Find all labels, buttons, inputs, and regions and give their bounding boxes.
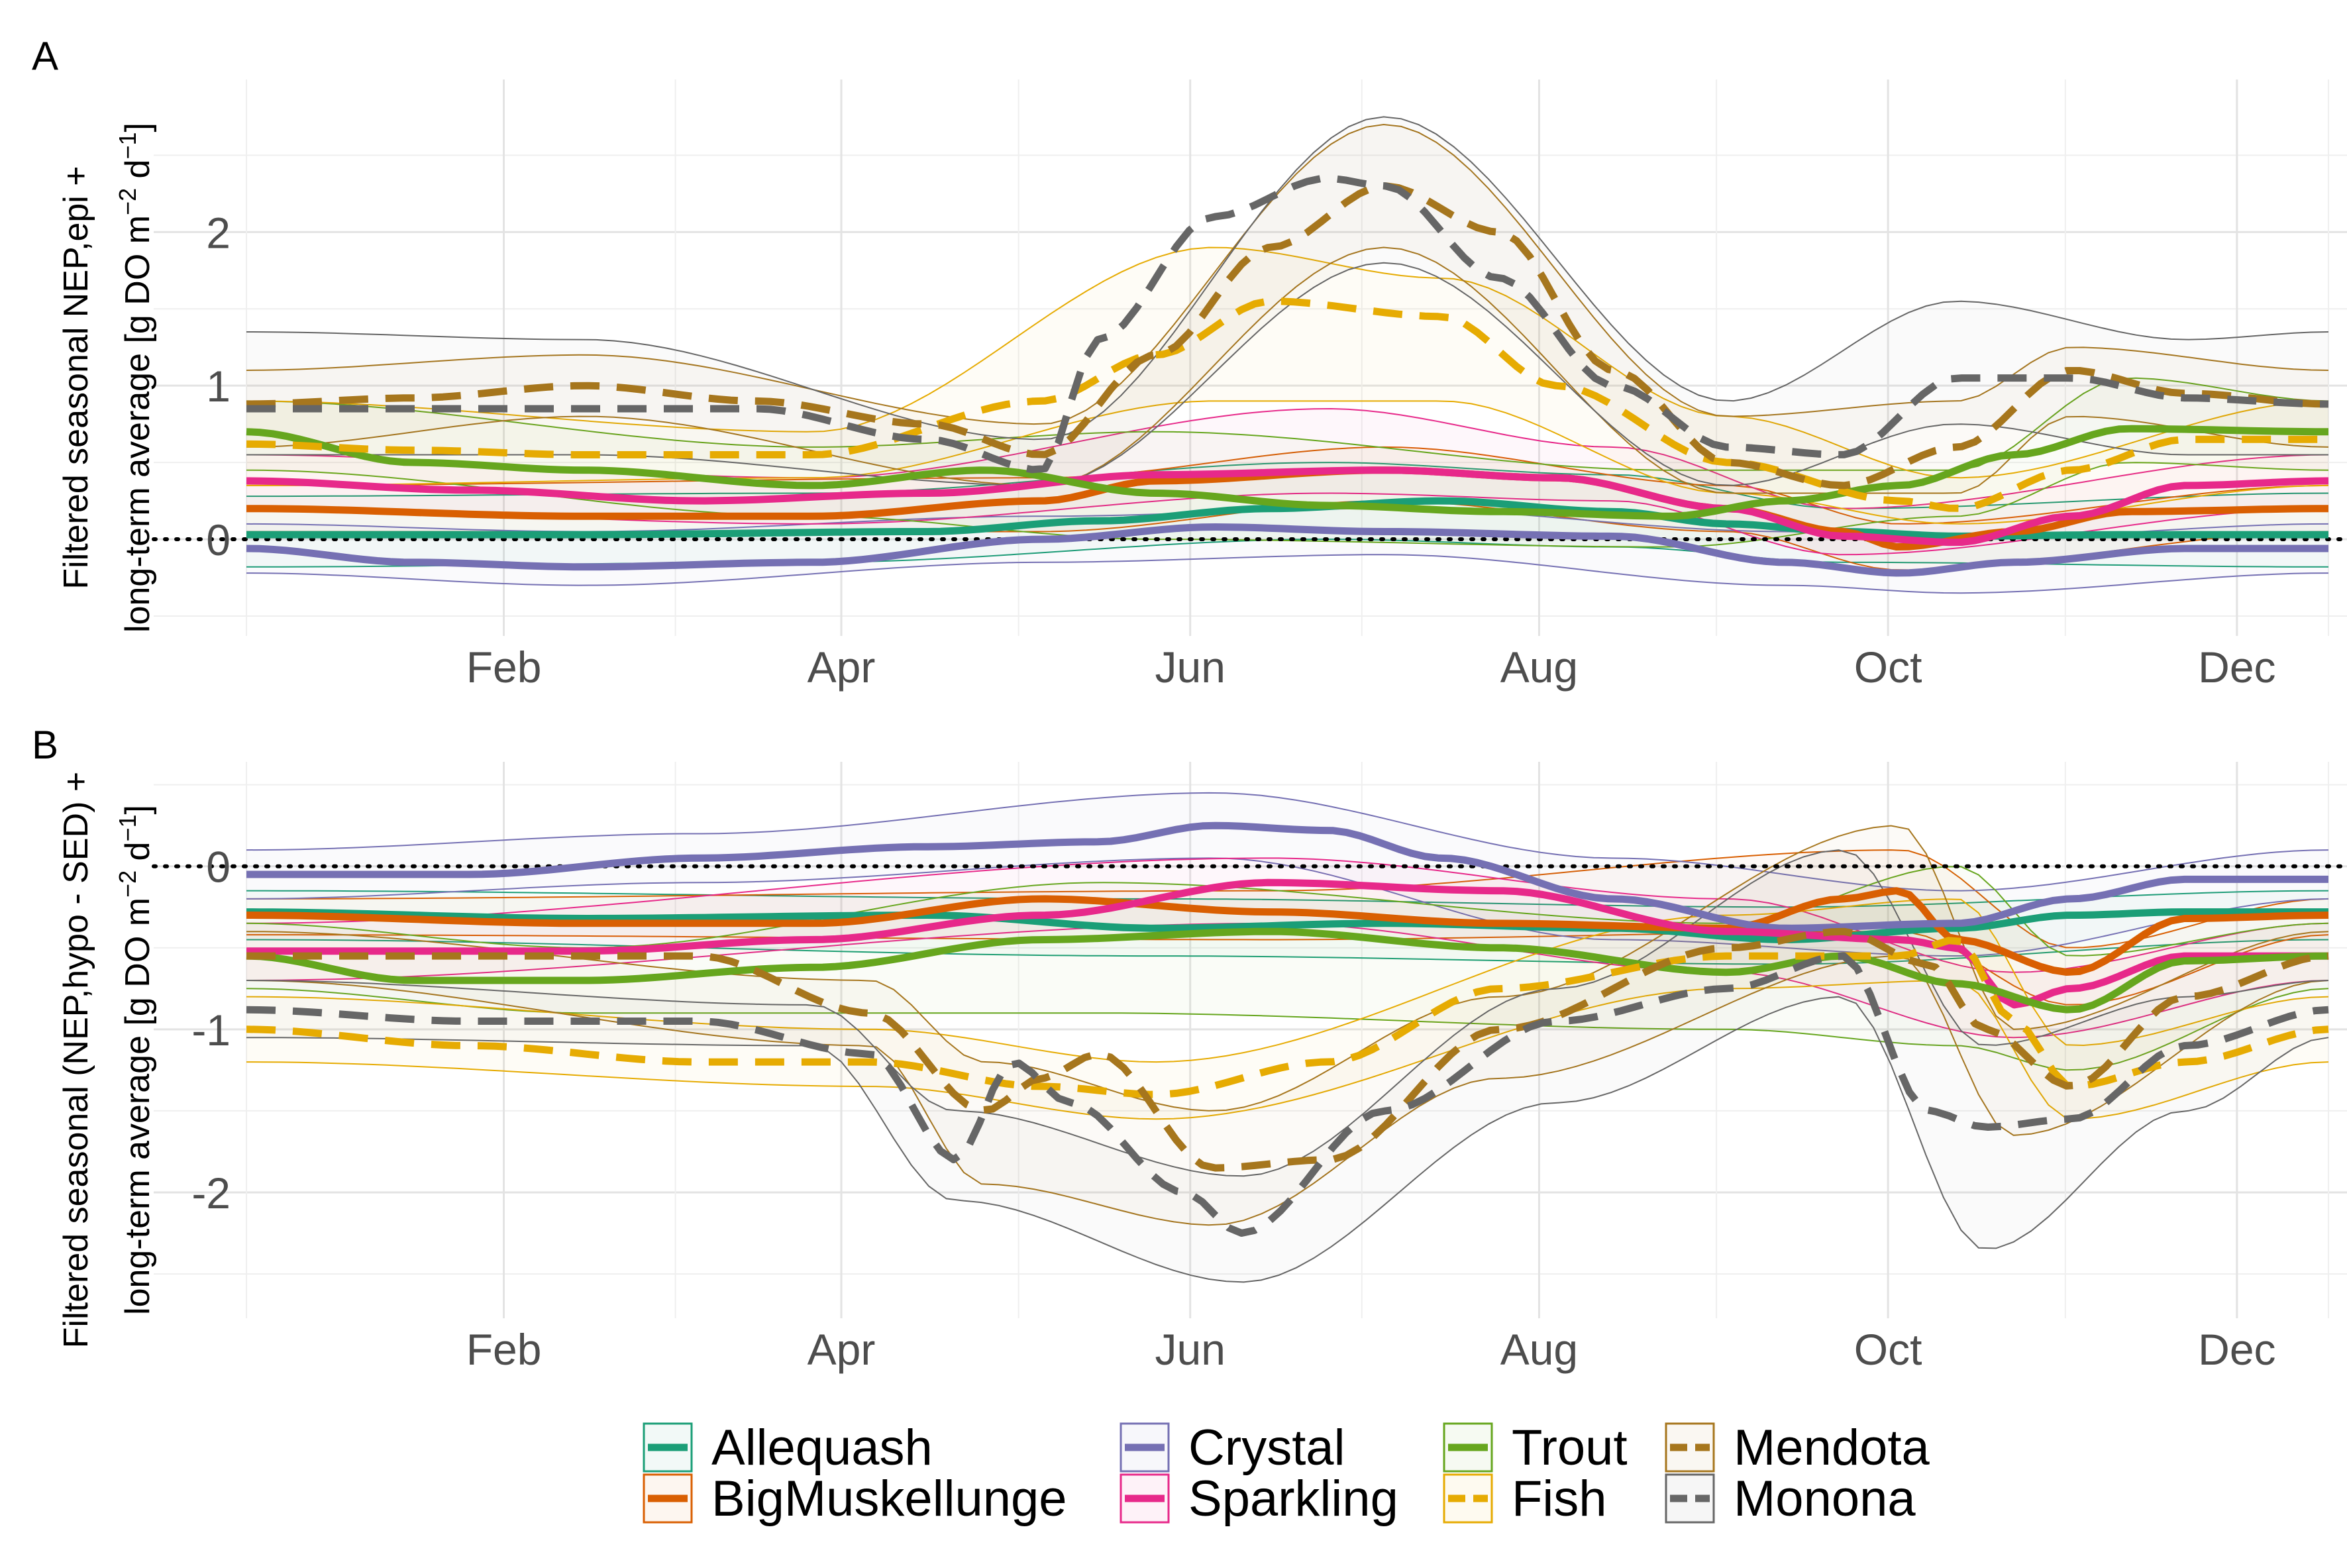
legend-label: Monona — [1734, 1471, 1916, 1527]
x-tick-label: Dec — [2198, 643, 2275, 692]
x-tick-label: Oct — [1854, 1325, 1922, 1374]
series-line-crystal — [246, 821, 2328, 932]
y-tick-label: 2 — [206, 208, 231, 257]
y-axis-title-part: long-term average [g DO m — [119, 898, 157, 1315]
band-lower-fish — [246, 980, 2329, 1120]
x-tick-label: Aug — [1500, 643, 1578, 692]
y-axis-title-exponent: −1 — [114, 814, 141, 841]
x-tick-label: Apr — [808, 643, 876, 692]
panel-label: A — [32, 34, 58, 78]
band-upper-monona — [246, 116, 2329, 441]
band-upper-mendota — [246, 123, 2329, 425]
x-tick-label: Feb — [466, 643, 542, 692]
y-axis-title-exponent: −1 — [114, 132, 141, 159]
series-line-crystal — [246, 523, 2328, 577]
x-tick-labels: Feb Apr Jun Aug Oct Dec — [466, 1325, 2276, 1374]
uncertainty-bands — [246, 792, 2329, 1283]
x-tick-label: Oct — [1854, 643, 1922, 692]
legend-label: Fish — [1512, 1471, 1607, 1527]
band-lower-trout — [246, 462, 2329, 548]
series-line-fish — [246, 297, 2328, 512]
y-axis-title-line2: long-term average [g DO m−2 d−1] — [114, 805, 158, 1315]
panel-label: B — [32, 723, 58, 767]
legend-label: Mendota — [1734, 1420, 1930, 1476]
panel-b: 0 -1 -2 Feb Apr Jun Aug Oct Dec B Filtered seasona… — [32, 723, 2347, 1374]
legend-label: Trout — [1512, 1420, 1628, 1476]
legend-label: BigMuskellunge — [711, 1471, 1067, 1527]
series-lines — [246, 821, 2329, 1237]
series-line-bigmuskellunge — [246, 887, 2329, 976]
band-lower-crystal — [246, 554, 2329, 594]
legend-item-mendota: Mendota — [1665, 1420, 1930, 1476]
x-tick-label: Aug — [1500, 1325, 1578, 1374]
series-line-allequash — [246, 908, 2328, 943]
series-line-fish — [246, 937, 2329, 1098]
legend-label: Allequash — [711, 1420, 933, 1476]
series-line-trout — [246, 425, 2328, 520]
y-tick-label: -1 — [191, 1006, 231, 1055]
y-axis-title-line1: Filtered seasonal (NEP,hypo - SED) + — [57, 772, 95, 1348]
band-lower-monona — [246, 996, 2329, 1283]
series-lines — [246, 175, 2329, 577]
y-axis-title-part: ] — [119, 123, 157, 132]
band-upper-bigmuskellunge — [246, 849, 2329, 949]
legend-item-bigmuskellunge: BigMuskellunge — [643, 1471, 1067, 1527]
legend-label: Crystal — [1188, 1420, 1345, 1476]
band-lower-fish — [246, 400, 2329, 525]
x-tick-label: Jun — [1155, 1325, 1226, 1374]
x-tick-labels: Feb Apr Jun Aug Oct Dec — [466, 643, 2276, 692]
legend-item-allequash: Allequash — [643, 1420, 933, 1476]
band-lower-allequash — [246, 939, 2329, 965]
y-tick-label: 0 — [206, 515, 231, 564]
band-upper-monona — [246, 849, 2329, 1177]
legend-item-fish: Fish — [1443, 1471, 1607, 1527]
band-upper-crystal — [246, 792, 2329, 892]
band-lower-crystal — [246, 857, 2329, 957]
series-line-sparkling — [246, 466, 2329, 547]
y-axis-title-part: ] — [119, 805, 157, 814]
y-axis-title-part: d — [119, 842, 157, 870]
band-lower-mendota — [246, 246, 2329, 494]
x-tick-label: Feb — [466, 1325, 542, 1374]
panel-a: 0 1 2 Feb Apr Jun Aug Oct Dec A Filtered seasonal … — [32, 34, 2347, 692]
band-upper-bigmuskellunge — [246, 446, 2329, 525]
legend-item-trout: Trout — [1443, 1420, 1628, 1476]
series-line-mendota — [246, 927, 2329, 1172]
y-tick-label: 1 — [206, 362, 231, 411]
series-line-trout — [246, 927, 2329, 1014]
y-axis-title-part: d — [119, 160, 157, 188]
y-tick-labels: 0 -1 -2 — [191, 843, 231, 1218]
legend-label: Sparkling — [1188, 1471, 1398, 1527]
x-tick-label: Apr — [808, 1325, 876, 1374]
legend-item-sparkling: Sparkling — [1120, 1471, 1398, 1527]
x-tick-label: Dec — [2198, 1325, 2275, 1374]
y-tick-label: -2 — [191, 1169, 231, 1218]
y-tick-labels: 0 1 2 — [206, 208, 231, 564]
series-line-monona — [246, 952, 2329, 1237]
y-axis-title-exponent: −2 — [114, 188, 141, 215]
band-upper-allequash — [246, 890, 2329, 908]
y-axis-title-exponent: −2 — [114, 870, 141, 898]
series-line-mendota — [246, 182, 2329, 490]
y-axis-title-line1: Filtered seasonal NEP,epi + — [57, 166, 95, 589]
x-tick-label: Jun — [1155, 643, 1226, 692]
y-tick-label: 0 — [206, 843, 231, 892]
legend-item-crystal: Crystal — [1120, 1420, 1345, 1476]
series-line-monona — [246, 175, 2329, 474]
band-lower-trout — [246, 988, 2329, 1071]
y-axis-title-line2: long-term average [g DO m−2 d−1] — [114, 123, 158, 633]
y-axis-title-part: long-term average [g DO m — [119, 215, 157, 633]
legend-item-monona: Monona — [1665, 1471, 1916, 1527]
band-upper-fish — [246, 246, 2329, 479]
